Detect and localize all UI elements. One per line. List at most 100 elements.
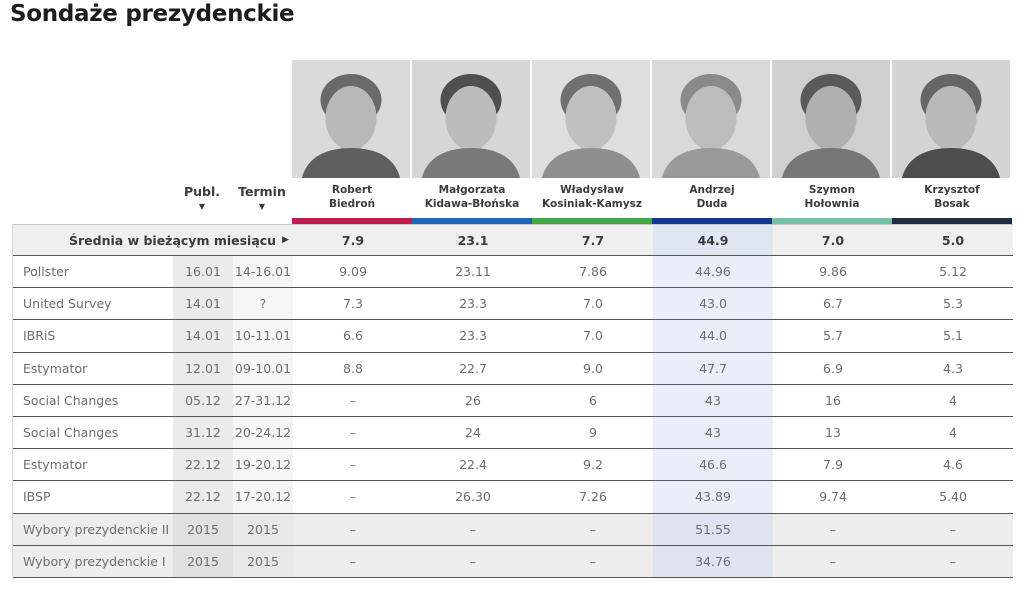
poll-value-cell: 22.7 <box>459 360 487 376</box>
poll-value-cell: 8.8 <box>343 360 363 376</box>
pollster-name-cell: Social Changes <box>23 425 119 441</box>
average-value-cell: 23.1 <box>457 232 489 248</box>
poll-value-cell: 4.6 <box>943 457 963 473</box>
table-row: Pollster 16.01 14-16.01 9.09 23.11 7.86 44.96 9… <box>13 256 1013 289</box>
poll-value-cell: 6.7 <box>823 296 843 312</box>
poll-value-cell: 13 <box>825 425 841 441</box>
table-row: IBRiS 14.01 10-11.01 6.6 23.3 7.0 44.0 5.7 5.1 <box>13 320 1013 353</box>
pollster-name-cell: Wybory prezydenckie II <box>23 521 170 537</box>
publ-date-cell: 14.01 <box>173 320 233 352</box>
candidate-first-name: Andrzej <box>689 184 735 196</box>
sort-publ-label: Publ. <box>183 184 221 199</box>
poll-value-cell: – <box>469 521 477 537</box>
poll-value-cell: – <box>589 553 597 569</box>
candidate-last-name: Kidawa-Błońska <box>424 198 520 210</box>
pollster-name-cell: Estymator <box>23 360 88 376</box>
candidate-color-bar <box>772 218 892 224</box>
publ-date-cell: 22.12 <box>173 449 233 481</box>
termin-date-cell: 10-11.01 <box>233 320 293 352</box>
candidate-color-bar <box>652 218 772 224</box>
termin-date-cell: 20-24.12 <box>233 416 293 449</box>
average-row-label[interactable]: Średnia w bieżącym miesiącu ▶ <box>13 225 293 255</box>
candidate-name: Małgorzata Kidawa-Błońska <box>412 183 532 213</box>
candidate-color-bar <box>292 218 412 224</box>
average-value-cell: 7.0 <box>821 232 845 248</box>
publ-date-cell: 16.01 <box>173 256 233 288</box>
poll-value-cell: 51.55 <box>653 513 773 545</box>
poll-value-cell: 26.30 <box>455 489 491 505</box>
table-row: Estymator 22.12 19-20.12 – 22.4 9.2 46.6 7.9 4.6 <box>13 449 1013 482</box>
candidate-photo <box>652 60 772 178</box>
sort-termin-button[interactable]: Termin ▼ <box>232 184 292 211</box>
poll-value-cell: 5.3 <box>943 296 963 312</box>
poll-value-cell: 4.3 <box>943 360 963 376</box>
poll-table: Średnia w bieżącym miesiącu ▶ 7.9 23.1 7.7 44… <box>12 224 1013 578</box>
poll-value-cell: – <box>829 553 837 569</box>
pollster-name-cell: Social Changes <box>23 392 119 408</box>
candidate-name: Andrzej Duda <box>652 183 772 213</box>
candidate-column: Władysław Kosiniak-Kamysz <box>532 60 652 224</box>
poll-value-cell: 4 <box>949 425 957 441</box>
poll-value-cell: 23.3 <box>459 328 487 344</box>
pollster-name-cell: Wybory prezydenckie I <box>23 553 166 569</box>
poll-value-cell: 43 <box>653 416 773 449</box>
poll-value-cell: 7.86 <box>579 264 607 280</box>
poll-value-cell: 7.9 <box>823 457 843 473</box>
poll-value-cell: 26 <box>465 392 481 408</box>
candidate-photo <box>292 60 412 178</box>
poll-value-cell: – <box>589 521 597 537</box>
table-row: Wybory prezydenckie II 2015 2015– – –51.55– – <box>13 513 1013 546</box>
sort-down-icon[interactable]: ▼ <box>258 202 266 211</box>
publ-date-cell: 12.01 <box>173 352 233 384</box>
candidate-name: Szymon Hołownia <box>772 183 892 213</box>
poll-value-cell: – <box>949 521 957 537</box>
poll-value-cell: 6.9 <box>823 360 843 376</box>
average-value-cell: 44.9 <box>653 225 773 255</box>
poll-value-cell: 7.26 <box>579 489 607 505</box>
publ-date-cell: 2015 <box>173 545 233 577</box>
table-row: Wybory prezydenckie I 2015 2015 – – – 34.76 – – <box>13 545 1013 578</box>
candidate-last-name: Biedroń <box>328 198 376 210</box>
poll-value-cell: 46.6 <box>653 449 773 481</box>
poll-value-cell: 47.7 <box>653 352 773 384</box>
sort-publ-button[interactable]: Publ. ▼ <box>172 184 232 211</box>
poll-value-cell: – <box>949 553 957 569</box>
termin-date-cell: 27-31.12 <box>233 384 293 416</box>
candidate-photo <box>412 60 532 178</box>
expand-arrow-icon[interactable]: ▶ <box>282 235 289 245</box>
poll-value-cell: 7.0 <box>583 296 603 312</box>
publ-date-cell: 2015 <box>173 513 233 545</box>
termin-date-cell: 19-20.12 <box>233 449 293 481</box>
poll-value-cell: 43.0 <box>653 288 773 320</box>
candidate-photo <box>532 60 652 178</box>
candidate-column: Małgorzata Kidawa-Błońska <box>412 60 532 224</box>
table-row: IBSP 22.12 17-20.12 – 26.30 7.26 43.89 9.74 5.40 <box>13 481 1013 514</box>
candidate-first-name: Małgorzata <box>438 184 506 196</box>
poll-value-cell: 7.0 <box>583 328 603 344</box>
candidate-last-name: Bosak <box>934 198 970 210</box>
poll-value-cell: – <box>469 553 477 569</box>
average-value-cell: 5.0 <box>941 232 965 248</box>
sort-down-icon[interactable]: ▼ <box>198 202 206 211</box>
poll-value-cell: – <box>349 521 357 537</box>
average-value-cell: 7.7 <box>581 232 605 248</box>
candidate-color-bar <box>532 218 652 224</box>
poll-value-cell: 9.86 <box>819 264 847 280</box>
pollster-name-cell: United Survey <box>23 296 112 312</box>
publ-date-cell: 05.12 <box>173 384 233 416</box>
candidate-color-bar <box>892 218 1012 224</box>
candidate-column: Andrzej Duda <box>652 60 772 224</box>
poll-value-cell: 5.1 <box>943 328 963 344</box>
poll-value-cell: 9 <box>589 425 597 441</box>
poll-value-cell: 6.6 <box>343 328 363 344</box>
publ-date-cell: 22.12 <box>173 481 233 513</box>
poll-value-cell: 5.7 <box>823 328 843 344</box>
candidate-column: Szymon Hołownia <box>772 60 892 224</box>
poll-value-cell: 43.89 <box>653 481 773 513</box>
poll-value-cell: 9.0 <box>583 360 603 376</box>
candidate-last-name: Duda <box>696 198 728 210</box>
poll-value-cell: 34.76 <box>653 545 773 577</box>
termin-date-cell: 09-10.01 <box>233 352 293 384</box>
candidate-name: Robert Biedroń <box>292 183 412 213</box>
candidate-photo <box>892 60 1012 178</box>
